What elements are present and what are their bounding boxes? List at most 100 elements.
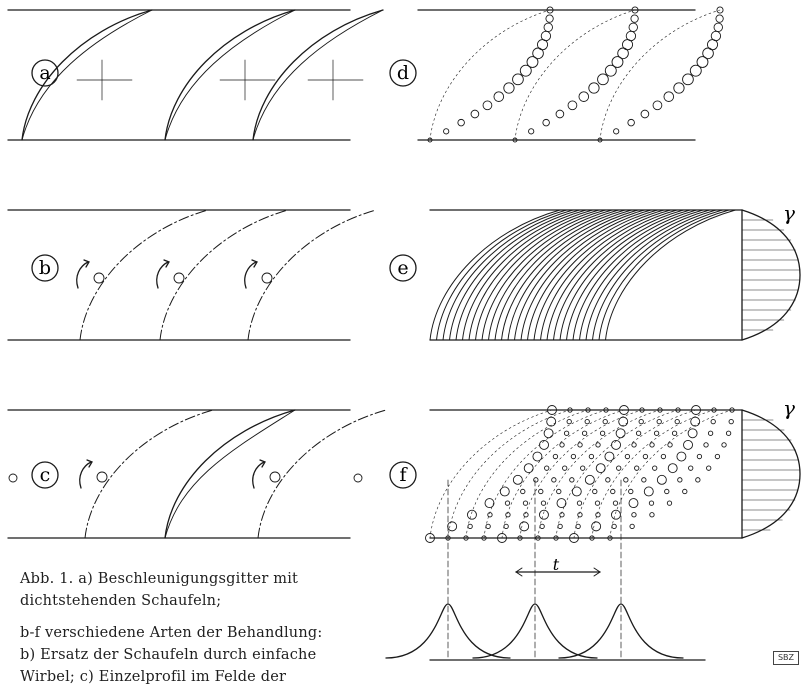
blade-profile xyxy=(164,9,296,141)
peak-curve xyxy=(385,603,511,659)
vortex-sheet-line xyxy=(533,209,665,341)
vortex-chain-line xyxy=(599,9,721,141)
vortex-sheet-line xyxy=(483,409,607,539)
panel-label-a: a xyxy=(39,62,50,84)
vortex-circle xyxy=(660,453,667,460)
vortex-circle xyxy=(552,453,559,460)
blade-profile xyxy=(21,9,153,141)
vortex-circle xyxy=(623,477,629,483)
circulation-arrow xyxy=(156,261,169,289)
vortex-marker xyxy=(8,473,18,483)
vortex-circle xyxy=(570,453,577,460)
vortex-circle xyxy=(639,407,645,413)
vortex-circle xyxy=(710,418,716,425)
vortex-circle xyxy=(546,6,554,14)
vortex-circle xyxy=(457,118,465,127)
vortex-sheet-line xyxy=(540,209,671,341)
vortex-circle xyxy=(707,430,714,436)
vortex-circle xyxy=(652,100,663,111)
vortex-circle xyxy=(447,521,458,532)
vortex-circle xyxy=(597,137,603,143)
vortex-marker xyxy=(353,473,363,483)
vortex-circle xyxy=(566,418,572,425)
mean-line-dashdot xyxy=(84,409,214,539)
vortex-circle xyxy=(540,30,552,42)
vortex-chain-line xyxy=(429,9,551,141)
vortex-circle xyxy=(703,442,709,448)
vortex-circle xyxy=(577,442,583,448)
vortex-circle xyxy=(595,442,601,448)
vortex-sheet-line xyxy=(514,209,645,341)
arrow-head xyxy=(259,459,266,468)
vortex-circle xyxy=(544,465,550,471)
vortex-circle xyxy=(642,453,649,460)
vortex-circle xyxy=(484,498,495,509)
vortex-circle xyxy=(611,56,624,68)
vortex-sheet-line xyxy=(465,409,589,539)
vortex-circle xyxy=(714,453,721,460)
vortex-sheet-line xyxy=(555,409,679,539)
vortex-circle xyxy=(512,474,523,485)
circulation-arrow xyxy=(244,261,257,289)
vortex-circle xyxy=(470,109,480,119)
vortex-sheet-line xyxy=(462,209,593,341)
vortex-circle xyxy=(652,465,658,471)
vortex-circle xyxy=(591,521,602,532)
vortex-circle xyxy=(628,498,639,509)
vortex-circle xyxy=(482,100,493,111)
vortex-circle xyxy=(533,477,539,483)
mean-line-dashdot xyxy=(79,209,209,341)
vortex-circle xyxy=(575,523,581,530)
vortex-circle xyxy=(627,118,635,127)
vortex-circle xyxy=(688,465,694,471)
vortex-circle xyxy=(631,512,637,518)
vortex-circle xyxy=(556,488,562,495)
vortex-circle xyxy=(557,523,563,530)
vortex-circle xyxy=(563,430,570,436)
vortex-sheet-line xyxy=(546,209,678,341)
vortex-circle xyxy=(520,488,526,495)
vortex-sheet-line xyxy=(468,209,600,341)
vortex-circle xyxy=(571,486,582,497)
vortex-circle xyxy=(604,64,617,77)
vortex-circle xyxy=(592,488,598,495)
vortex-circle xyxy=(624,453,631,460)
vortex-sheet-line xyxy=(520,209,652,341)
caption-line-4: b) Ersatz der Schaufeln durch einfache xyxy=(20,647,317,663)
vortex-circle xyxy=(493,91,505,102)
vortex-circle xyxy=(588,453,595,460)
vortex-circle xyxy=(653,430,660,436)
vortex-circle xyxy=(682,488,688,495)
vortex-sheet-line xyxy=(442,209,574,341)
vortex-circle xyxy=(611,439,621,450)
vortex-circle xyxy=(605,477,611,483)
vortex-circle xyxy=(539,509,549,520)
vortex-sheet-line xyxy=(559,209,691,341)
vortex-circle xyxy=(539,523,545,530)
vortex-sheet-line xyxy=(572,209,704,341)
vortex-circle xyxy=(539,439,549,450)
vortex-circle xyxy=(617,47,629,60)
caption-line-1: Abb. 1. a) Beschleunigungsgitter mit xyxy=(20,571,299,587)
vortex-sheet-line xyxy=(527,209,658,341)
vortex-circle xyxy=(567,100,578,111)
cascade-figure: a b c d e f γ γ t xyxy=(7,6,801,661)
blade-profile xyxy=(252,9,384,141)
vortex-circle xyxy=(532,451,543,462)
vortex-circle xyxy=(443,128,450,135)
vortex-circle xyxy=(683,439,693,450)
vortex-circle xyxy=(553,535,559,541)
caption-line-5: Wirbel; c) Einzelprofil im Felde der xyxy=(20,669,287,685)
vortex-circle xyxy=(638,418,644,425)
vortex-circle xyxy=(640,109,650,119)
pitch-symbol-t: t xyxy=(553,555,560,574)
vortex-circle xyxy=(538,488,544,495)
vortex-circle xyxy=(682,73,694,86)
vortex-circle xyxy=(619,405,629,415)
vortex-sheet-line xyxy=(566,209,697,341)
vortex-circle xyxy=(634,465,640,471)
vortex-circle xyxy=(635,430,642,436)
vortex-circle xyxy=(535,535,541,541)
vortex-sheet-line xyxy=(488,209,619,341)
vortex-circle xyxy=(584,418,590,425)
